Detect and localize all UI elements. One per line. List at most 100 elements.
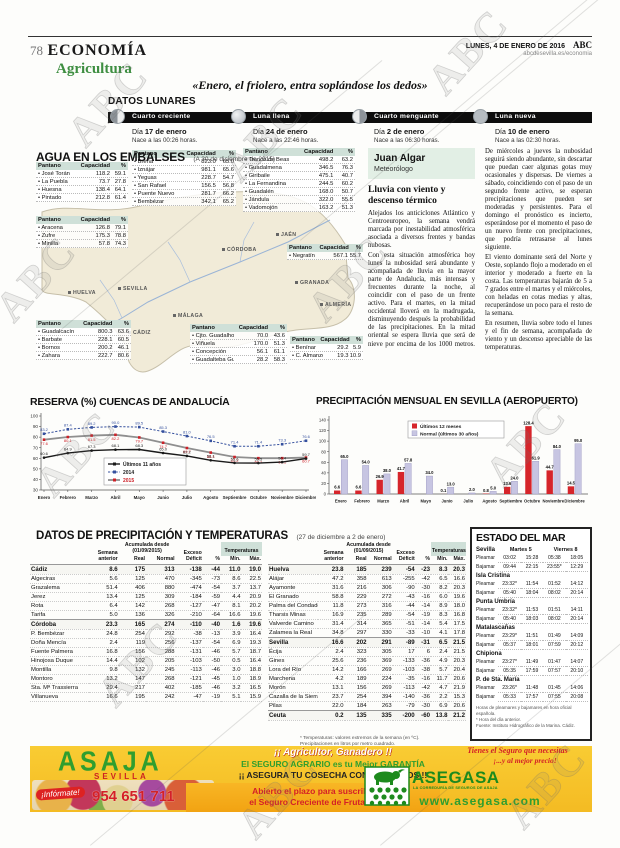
- phase-day: Día 2 de enero: [374, 127, 424, 136]
- station-value: 20.9: [241, 592, 262, 601]
- phase-day: Día 10 de enero: [495, 127, 550, 136]
- x-tick-label: Marzo: [377, 499, 390, 504]
- station-value: 0.5: [221, 656, 241, 665]
- x-tick-label: Febrero: [60, 495, 77, 500]
- station-value: 125: [119, 574, 146, 583]
- station-value: 19.0: [241, 564, 262, 574]
- header-right: LUNES, 4 DE ENERO DE 2016 ABC abcdesevil…: [466, 40, 592, 57]
- bar-label: 44.7: [546, 465, 555, 470]
- bar-normal: [511, 481, 517, 494]
- precip-chart-title: PRECIPITACIÓN MENSUAL EN SEVILLA (AEROPU…: [316, 396, 578, 407]
- station-name: Grazalema: [30, 583, 89, 592]
- station-value: 5.0: [89, 610, 119, 619]
- lead-quote: «Enero, el friolero, entra soplándose lo…: [0, 78, 620, 93]
- tide-row-label: Pleamar: [476, 580, 498, 589]
- x-tick-label: Enero: [335, 499, 347, 504]
- reservoir-percent: 61.4: [110, 195, 126, 201]
- station-value: 205: [146, 656, 176, 665]
- tide-time: 18:01: [521, 641, 543, 650]
- tide-time: 05:40: [498, 615, 520, 624]
- reservoir-name: • Viñuela: [192, 341, 234, 347]
- station-value: 4.7: [431, 683, 449, 692]
- phase-date: 24 de enero: [266, 127, 308, 136]
- station-value: 3.9: [221, 629, 241, 638]
- x-tick-label: Junio: [157, 495, 169, 500]
- tide-time: 05:35: [498, 667, 520, 676]
- station-value: 22.0: [318, 701, 344, 710]
- reservoir-capacity: 475.1: [294, 173, 333, 179]
- site-url: abcdesevilla.es/economia: [466, 51, 592, 57]
- station-value: 16.6: [318, 637, 344, 647]
- legend-label: Últimos 11 años: [123, 461, 161, 468]
- station-value: 20.3: [448, 656, 466, 665]
- header-semana: Semana anterior: [318, 542, 344, 564]
- station-value: 229: [345, 592, 368, 601]
- reservoir-percent: 79.1: [110, 225, 126, 231]
- reservoir-capacity: 222.7: [79, 353, 112, 359]
- tide-time: 11:54: [521, 580, 543, 589]
- reservoir-name: • Bembézar: [134, 199, 179, 205]
- reservoir-capacity: 567.1: [322, 253, 348, 259]
- station-value: 18.8: [241, 665, 262, 674]
- station-value: 13.2: [89, 674, 119, 683]
- point-label: 81.5: [88, 437, 97, 442]
- legend-marker: [113, 463, 116, 466]
- station-value: 102: [119, 656, 146, 665]
- point-label: 60.6: [40, 451, 49, 456]
- ad-phone-number: 954 651 711: [92, 788, 175, 805]
- map-city-label: GRANADA: [295, 280, 329, 286]
- bar-last12: [355, 491, 361, 494]
- station-value: 14.2: [318, 665, 344, 674]
- reservoir-capacity: 19.3: [323, 353, 348, 359]
- station-value: 358: [345, 574, 368, 583]
- station-value: 3.7: [221, 583, 241, 592]
- tide-row-label: Pleamar: [476, 658, 498, 667]
- station-value: 470: [146, 574, 176, 583]
- station-name: Huelva: [268, 564, 318, 574]
- station-name: Hinojosa Duque: [30, 656, 89, 665]
- station-value: 166: [345, 665, 368, 674]
- station-value: 880: [146, 583, 176, 592]
- y-tick-label: 100: [30, 414, 38, 419]
- bar-label: 128.4: [523, 420, 534, 425]
- tide-time: 23:29*: [498, 632, 520, 641]
- reservoir-name: • Pintado: [38, 195, 78, 201]
- tide-row-label: Bajamar: [476, 641, 498, 650]
- station-value: 19.6: [241, 619, 262, 629]
- station-value: 17.8: [448, 628, 466, 637]
- bar-last12: [398, 472, 404, 494]
- station-value: 5.4: [431, 619, 449, 628]
- y-tick-label: 0: [324, 492, 327, 497]
- station-value: 8.1: [221, 601, 241, 610]
- point-label: 83.2: [40, 427, 49, 432]
- series-marker: [90, 449, 93, 452]
- reservoir-row: • Cjto. Guadalhorce70.043.6: [190, 332, 287, 340]
- tide-time: 15:28: [521, 554, 543, 563]
- station-value: 189: [345, 674, 368, 683]
- header-pct: %: [203, 542, 221, 564]
- station-value: 13.8: [431, 710, 449, 720]
- station-value: 47.2: [318, 574, 344, 583]
- tide-time: 20:12: [566, 641, 588, 650]
- station-value: 245: [146, 665, 176, 674]
- reservoir-name: • Guadalcacín: [38, 329, 79, 335]
- station-value: -73: [203, 574, 221, 583]
- station-value: -46: [203, 665, 221, 674]
- station-value: 292: [146, 629, 176, 638]
- tide-time: 17:57: [521, 693, 543, 702]
- x-tick-label: Abril: [110, 495, 120, 500]
- phase-time: Nace a las 00:26 horas.: [132, 137, 197, 144]
